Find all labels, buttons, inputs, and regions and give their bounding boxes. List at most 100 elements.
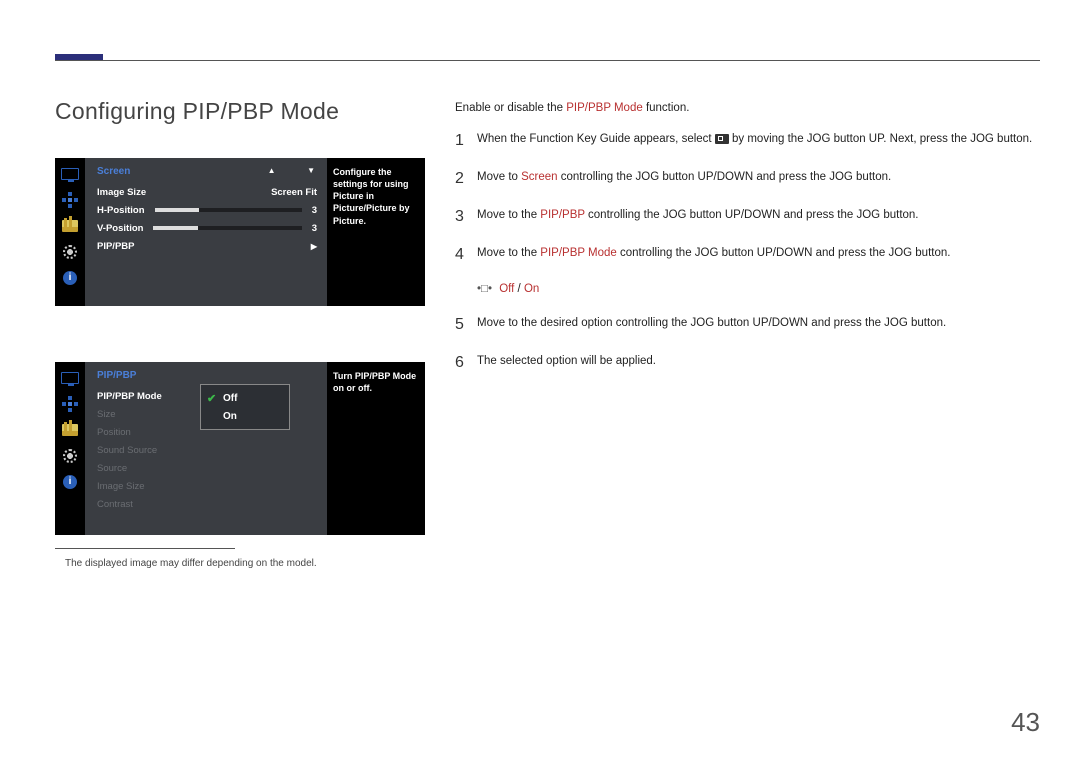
step-number: 6: [455, 351, 477, 375]
osd-row-imagesize[interactable]: Image Size Screen Fit: [97, 183, 317, 201]
osd-row-vposition[interactable]: V-Position 3: [97, 219, 317, 237]
step-body: Move to Screen controlling the JOG butto…: [477, 167, 1040, 186]
slider-track: [153, 226, 301, 230]
dpad-icon: [60, 396, 80, 412]
step-text: When the Function Key Guide appears, sel…: [477, 133, 715, 145]
monitor-icon: [60, 370, 80, 386]
step-2: 2 Move to Screen controlling the JOG but…: [455, 167, 1040, 191]
osd-label: Sound Source: [97, 445, 157, 456]
step-body: Move to the PIP/PBP controlling the JOG …: [477, 205, 1040, 224]
option-on[interactable]: On: [207, 407, 283, 425]
step-body: When the Function Key Guide appears, sel…: [477, 129, 1040, 148]
osd-header: PIP/PBP: [97, 370, 317, 381]
intro-pre: Enable or disable the: [455, 102, 566, 114]
osd-row-sound: Sound Source: [97, 441, 317, 459]
osd-label: V-Position: [97, 223, 143, 234]
step-number: 5: [455, 313, 477, 337]
option-label: Off: [223, 393, 237, 404]
info-icon: i: [60, 474, 80, 490]
dpad-icon: [60, 192, 80, 208]
step-6: 6 The selected option will be applied.: [455, 351, 1040, 375]
step-body: Move to the desired option controlling t…: [477, 313, 1040, 332]
step-text: Move to the: [477, 209, 540, 221]
osd-row-imgsize: Image Size: [97, 477, 317, 495]
osd-label: Size: [97, 409, 115, 420]
intro-line: Enable or disable the PIP/PBP Mode funct…: [455, 100, 1040, 117]
intro-post: function.: [643, 102, 690, 114]
step-body: The selected option will be applied.: [477, 351, 1040, 370]
option-off: Off: [499, 283, 514, 295]
option-label: On: [223, 411, 237, 422]
bars-icon: [60, 422, 80, 438]
step-link: PIP/PBP: [540, 209, 585, 221]
step-text: Move to the: [477, 247, 540, 259]
menu-grid-icon: [715, 134, 729, 144]
step-3: 3 Move to the PIP/PBP controlling the JO…: [455, 205, 1040, 229]
step-text: by moving the JOG button UP. Next, press…: [729, 133, 1032, 145]
osd-label: Contrast: [97, 499, 133, 510]
osd-label: Position: [97, 427, 131, 438]
osd-header-label: Screen: [97, 166, 130, 177]
osd-row-contrast: Contrast: [97, 495, 317, 513]
instructions-column: Enable or disable the PIP/PBP Mode funct…: [455, 100, 1040, 389]
osd-value: Screen Fit: [271, 187, 317, 198]
info-icon: i: [60, 270, 80, 286]
footnote-rule: [55, 548, 235, 549]
header-rule: [55, 60, 1040, 61]
footnote-text: The displayed image may differ depending…: [65, 558, 317, 569]
options-line: •□• Off / On: [477, 281, 1040, 298]
option-on: On: [524, 283, 539, 295]
osd-label: Image Size: [97, 481, 145, 492]
osd-description: Configure the settings for using Picture…: [327, 158, 425, 306]
option-off[interactable]: ✔ Off: [207, 389, 283, 407]
step-1: 1 When the Function Key Guide appears, s…: [455, 129, 1040, 153]
intro-link: PIP/PBP Mode: [566, 102, 643, 114]
step-text: controlling the JOG button UP/DOWN and p…: [558, 171, 892, 183]
osd-label: Image Size: [97, 187, 146, 198]
osd-main-panel: PIP/PBP PIP/PBP Mode Size Position Sound…: [85, 362, 327, 535]
osd-header: Screen ▲ ▼: [97, 166, 317, 177]
step-link: Screen: [521, 171, 557, 183]
osd-description: Turn PIP/PBP Mode on or off.: [327, 362, 425, 535]
osd-main-panel: Screen ▲ ▼ Image Size Screen Fit H-Posit…: [85, 158, 327, 306]
step-number: 2: [455, 167, 477, 191]
monitor-icon: [60, 166, 80, 182]
step-text: Move to: [477, 171, 521, 183]
chevron-right-icon: ▶: [311, 242, 317, 251]
step-number: 1: [455, 129, 477, 153]
step-4: 4 Move to the PIP/PBP Mode controlling t…: [455, 243, 1040, 267]
step-body: Move to the PIP/PBP Mode controlling the…: [477, 243, 1040, 262]
osd-header-label: PIP/PBP: [97, 370, 136, 381]
page-number: 43: [1011, 707, 1040, 738]
osd-sidebar: i: [55, 362, 85, 535]
bars-icon: [60, 218, 80, 234]
osd-label: PIP/PBP: [97, 241, 135, 252]
step-5: 5 Move to the desired option controlling…: [455, 313, 1040, 337]
osd-value: 3: [312, 223, 317, 234]
page-title: Configuring PIP/PBP Mode: [55, 98, 339, 125]
step-text: controlling the JOG button UP/DOWN and p…: [617, 247, 951, 259]
osd-row-pipbp[interactable]: PIP/PBP ▶: [97, 237, 317, 255]
slider-fill: [155, 208, 199, 212]
step-text: controlling the JOG button UP/DOWN and p…: [585, 209, 919, 221]
step-number: 3: [455, 205, 477, 229]
osd-row-hposition[interactable]: H-Position 3: [97, 201, 317, 219]
bullet-icon: •□•: [477, 283, 492, 295]
options-popup: ✔ Off On: [200, 384, 290, 430]
gear-icon: [60, 244, 80, 260]
osd-label: H-Position: [97, 205, 145, 216]
step-number: 4: [455, 243, 477, 267]
osd-row-source: Source: [97, 459, 317, 477]
osd-screen-menu: i Screen ▲ ▼ Image Size Screen Fit H-Pos…: [55, 158, 425, 306]
osd-value: 3: [312, 205, 317, 216]
osd-label: PIP/PBP Mode: [97, 391, 162, 402]
osd-header-arrows: ▲ ▼: [268, 166, 317, 177]
step-link: PIP/PBP Mode: [540, 247, 617, 259]
osd-pipbp-menu: i PIP/PBP PIP/PBP Mode Size Position Sou…: [55, 362, 425, 535]
gear-icon: [60, 448, 80, 464]
osd-sidebar: i: [55, 158, 85, 306]
slider-track: [155, 208, 302, 212]
slider-fill: [153, 226, 197, 230]
check-icon: ✔: [207, 392, 217, 405]
osd-label: Source: [97, 463, 127, 474]
